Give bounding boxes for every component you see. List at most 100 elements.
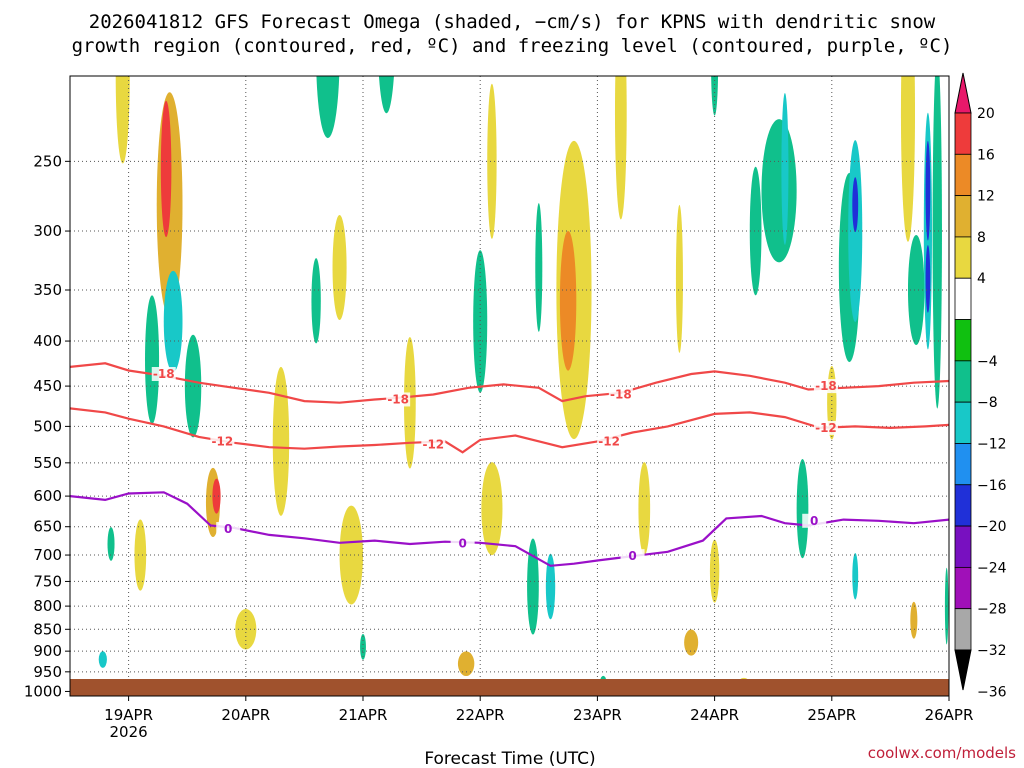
x-tick-label-24APR: 24APR bbox=[690, 706, 739, 724]
omega-cell-33 bbox=[107, 527, 115, 561]
colorbar-bottom-arrow bbox=[954, 649, 972, 691]
credit-link[interactable]: coolwx.com/models bbox=[868, 744, 1016, 762]
contour-line-0 bbox=[70, 491, 949, 567]
temperature-contours: -18 -18 -18 -18 -12 -12 -12 -12 0 0 0 0 bbox=[70, 362, 949, 567]
contour-label-bg bbox=[813, 379, 838, 394]
omega-cell-44 bbox=[545, 553, 556, 620]
contour-label-bg bbox=[421, 437, 446, 452]
y-tick-label-850: 850 bbox=[33, 620, 62, 638]
omega-cell-53 bbox=[925, 245, 931, 313]
omega-cell-43 bbox=[559, 230, 577, 371]
colorbar-segment-9 bbox=[954, 484, 972, 527]
x-tick-label-23APR: 23APR bbox=[573, 706, 622, 724]
colorbar-label: 4 bbox=[977, 271, 986, 287]
contour-label-0: 0 bbox=[810, 514, 818, 528]
contour-label--12: -12 bbox=[815, 421, 837, 435]
colorbar-top-arrow bbox=[954, 72, 972, 114]
colorbar-label: −16 bbox=[977, 478, 1007, 494]
omega-cell-26 bbox=[761, 119, 797, 263]
y-tick-label-550: 550 bbox=[33, 454, 62, 472]
omega-cell-14 bbox=[235, 609, 257, 650]
colorbar-segment-6 bbox=[954, 360, 972, 403]
contour-label-bg bbox=[216, 522, 241, 537]
omega-cell-24 bbox=[316, 76, 340, 139]
contour-label--18: -18 bbox=[815, 379, 837, 393]
x-tick-label-19APR: 19APR bbox=[104, 706, 153, 724]
contour-label--12: -12 bbox=[598, 434, 620, 448]
omega-cell-8 bbox=[638, 462, 651, 556]
chart-title-line2: growth region (contoured, red, ºC) and f… bbox=[72, 35, 953, 57]
contour-label-bg bbox=[151, 367, 176, 382]
omega-cell-49 bbox=[160, 100, 172, 238]
contour-label--18: -18 bbox=[387, 392, 409, 406]
omega-cell-9 bbox=[675, 204, 683, 353]
x-tick-label-20APR: 20APR bbox=[221, 706, 270, 724]
colorbar-label: −28 bbox=[977, 602, 1007, 618]
plot-area: -18 -18 -18 -18 -12 -12 -12 -12 0 0 0 0 bbox=[69, 75, 950, 697]
omega-cell-19 bbox=[184, 334, 202, 438]
contour-label--18: -18 bbox=[610, 387, 632, 401]
omega-cell-30 bbox=[907, 234, 925, 345]
omega-cell-13 bbox=[134, 519, 147, 591]
colorbar-segment-11 bbox=[954, 566, 972, 610]
omega-cell-16 bbox=[487, 83, 497, 239]
omega-cell-34 bbox=[311, 258, 321, 344]
omega-cell-37 bbox=[711, 76, 719, 116]
omega-cell-12 bbox=[115, 76, 130, 164]
contour-label--12: -12 bbox=[212, 434, 234, 448]
contour-label-bg bbox=[597, 434, 622, 449]
colorbar-label: −20 bbox=[977, 519, 1007, 535]
omega-cell-35 bbox=[360, 633, 366, 660]
omega-cell-3 bbox=[332, 215, 347, 320]
y-tick-label-750: 750 bbox=[33, 572, 62, 590]
omega-cell-45 bbox=[781, 92, 789, 245]
y-tick-label-650: 650 bbox=[33, 518, 62, 536]
omega-cell-18 bbox=[145, 295, 160, 425]
chart-title-line1: 2026041812 GFS Forecast Omega (shaded, −… bbox=[89, 11, 936, 33]
colorbar-label: −36 bbox=[977, 684, 1007, 700]
ground-surface bbox=[70, 679, 949, 696]
x-tick-label-25APR: 25APR bbox=[807, 706, 856, 724]
colorbar-segment-8 bbox=[954, 443, 972, 486]
omega-cell-40 bbox=[910, 601, 918, 639]
colorbar-label: 20 bbox=[977, 106, 995, 122]
colorbar-label: −12 bbox=[977, 436, 1007, 452]
omega-cell-31 bbox=[796, 459, 809, 559]
contour-label--12: -12 bbox=[422, 437, 444, 451]
y-tick-label-500: 500 bbox=[33, 417, 62, 435]
colorbar-label: −4 bbox=[977, 354, 998, 370]
omega-cell-32 bbox=[684, 629, 699, 656]
y-tick-label-600: 600 bbox=[33, 487, 62, 505]
colorbar-segment-4 bbox=[954, 277, 972, 320]
colorbar-label: −8 bbox=[977, 395, 998, 411]
colorbar-label: −24 bbox=[977, 560, 1007, 576]
omega-cell-41 bbox=[163, 270, 183, 373]
colorbar-label: 12 bbox=[977, 189, 995, 205]
y-tick-label-900: 900 bbox=[33, 642, 62, 660]
omega-cell-42 bbox=[98, 651, 107, 668]
contour-label--18: -18 bbox=[153, 367, 175, 381]
y-tick-label-700: 700 bbox=[33, 546, 62, 564]
y-axis-pressure: 250 300 350 400 450 500 550 600 650 700 750 800 850 9… bbox=[24, 152, 70, 700]
y-tick-label-1000: 1000 bbox=[24, 682, 62, 700]
omega-cell-5 bbox=[272, 366, 290, 516]
y-tick-label-950: 950 bbox=[33, 663, 62, 681]
colorbar-label: 8 bbox=[977, 230, 986, 246]
y-tick-label-350: 350 bbox=[33, 281, 62, 299]
contour-line--18 bbox=[70, 362, 949, 404]
omega-cell-4 bbox=[339, 505, 363, 605]
omega-cell-10 bbox=[614, 76, 627, 220]
colorbar-label: 16 bbox=[977, 147, 995, 163]
colorbar-segment-1 bbox=[954, 153, 972, 197]
omega-cell-21 bbox=[527, 538, 539, 635]
colorbar-segment-2 bbox=[954, 195, 972, 238]
contour-label-bg bbox=[620, 549, 645, 564]
omega-cell-50 bbox=[212, 478, 221, 514]
x-tick-label-21APR: 21APR bbox=[339, 706, 388, 724]
colorbar-segment-10 bbox=[954, 525, 972, 568]
colorbar-segment-12 bbox=[954, 608, 972, 651]
contour-label-0: 0 bbox=[458, 536, 466, 550]
omega-cell-52 bbox=[925, 140, 931, 241]
contour-label-0: 0 bbox=[224, 522, 232, 536]
